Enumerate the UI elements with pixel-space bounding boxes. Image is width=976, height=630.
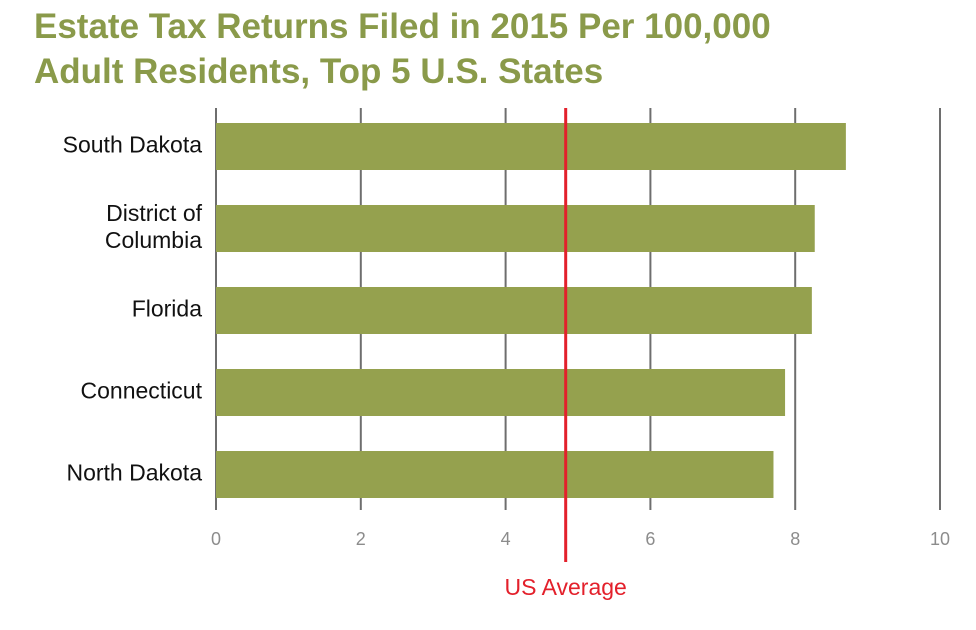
- category-label: North Dakota: [66, 460, 202, 486]
- bar: [216, 205, 815, 252]
- bar: [216, 123, 846, 170]
- x-tick-label: 6: [645, 529, 655, 549]
- chart-title: Estate Tax Returns Filed in 2015 Per 100…: [34, 4, 954, 94]
- us-average-label: US Average: [505, 574, 627, 600]
- x-tick-labels: 0 2 4 6 8 10: [211, 529, 950, 549]
- bar: [216, 287, 812, 334]
- category-labels: South Dakota District of Columbia Florida Co…: [63, 132, 203, 486]
- bar: [216, 369, 786, 416]
- category-label-line: North Dakota: [66, 460, 202, 486]
- category-label: Florida: [132, 296, 203, 322]
- x-tick-label: 8: [790, 529, 800, 549]
- x-tick-label: 2: [356, 529, 366, 549]
- x-tick-label: 4: [501, 529, 511, 549]
- category-label: District of Columbia: [105, 200, 203, 253]
- category-label-line: Connecticut: [81, 378, 203, 404]
- reference-line-group: US Average: [505, 108, 627, 600]
- bar: [216, 451, 774, 498]
- category-label: Connecticut: [81, 378, 203, 404]
- category-label-line: District of: [106, 200, 202, 226]
- category-label-line: Columbia: [105, 227, 202, 253]
- category-label: South Dakota: [63, 132, 203, 158]
- x-tick-label: 0: [211, 529, 221, 549]
- chart-title-line-2: Adult Residents, Top 5 U.S. States: [34, 52, 604, 91]
- x-tick-label: 10: [930, 529, 950, 549]
- bars: [216, 123, 846, 498]
- category-label-line: Florida: [132, 296, 203, 322]
- category-label-line: South Dakota: [63, 132, 203, 158]
- chart-title-line-1: Estate Tax Returns Filed in 2015 Per 100…: [34, 7, 771, 46]
